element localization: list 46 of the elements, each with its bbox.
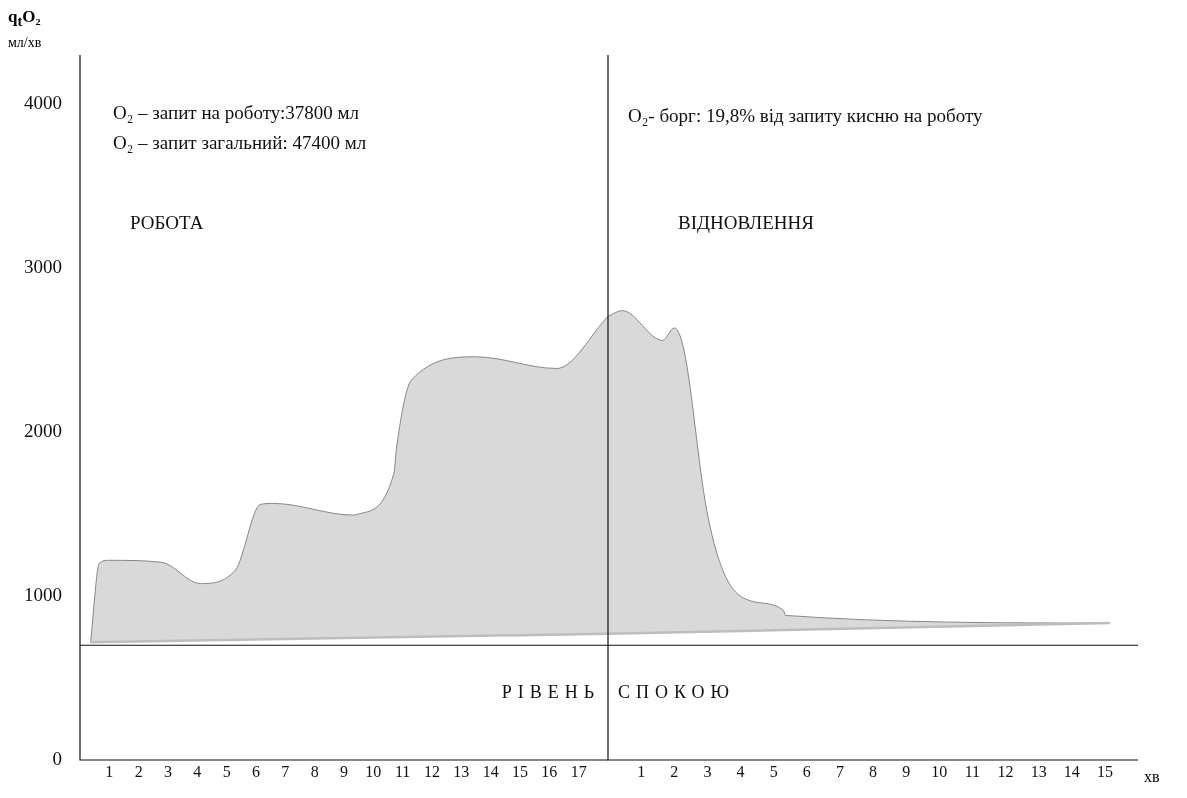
x-tick-label: 12 xyxy=(997,762,1014,780)
x-tick-label: 1 xyxy=(105,762,114,780)
x-tick-label: 17 xyxy=(570,762,587,780)
x-tick-label: 1 xyxy=(637,762,646,780)
annotation: O₂ – запит на роботу:37800 мл xyxy=(113,101,360,125)
x-tick-label: 8 xyxy=(869,762,877,780)
x-tick-label: 6 xyxy=(802,762,811,780)
annotation: ВІДНОВЛЕННЯ xyxy=(678,211,814,235)
x-tick-label: 6 xyxy=(252,762,260,780)
x-tick-label: 7 xyxy=(835,762,844,780)
x-tick-label: 14 xyxy=(1063,762,1080,780)
x-tick-label: 9 xyxy=(340,762,348,780)
x-tick-label: 16 xyxy=(541,762,558,780)
ref-line-label: РІВЕНЬ xyxy=(501,681,600,702)
x-tick-label: 3 xyxy=(164,762,172,780)
annotation: РОБОТА xyxy=(130,211,204,235)
x-tick-label: 4 xyxy=(193,762,202,780)
annotation: O₂- борг: 19,8% від запиту кисню на роботу xyxy=(628,104,983,128)
x-tick-label: 11 xyxy=(964,762,981,780)
x-tick-label: 15 xyxy=(512,762,528,780)
x-tick-label: 4 xyxy=(736,762,745,780)
x-tick-label: 15 xyxy=(1096,762,1113,780)
x-tick-label: 2 xyxy=(670,762,679,780)
y-tick-label: 0 xyxy=(52,747,62,769)
y-tick-label: 2000 xyxy=(24,420,62,442)
x-tick-label: 5 xyxy=(769,762,778,780)
ref-line-label: СПОКОЮ xyxy=(618,681,736,702)
x-tick-label: 10 xyxy=(931,762,948,780)
y-tick-label: 1000 xyxy=(24,584,62,606)
x-tick-label: 3 xyxy=(703,762,712,780)
x-tick-label: 8 xyxy=(310,762,319,780)
x-tick-label: 9 xyxy=(902,762,911,780)
y-tick-label: 3000 xyxy=(24,256,62,278)
x-tick-label: 13 xyxy=(453,762,470,780)
y-tick-label: 4000 xyxy=(24,92,62,114)
x-tick-label: 14 xyxy=(482,762,499,780)
x-tick-label: 12 xyxy=(424,762,440,780)
x-tick-label: 10 xyxy=(365,762,382,780)
x-tick-label: 13 xyxy=(1030,762,1047,780)
x-tick-label: 11 xyxy=(394,762,411,780)
x-tick-label: 7 xyxy=(281,762,290,780)
annotation: O₂ – запит загальний: 47400 мл xyxy=(113,131,367,155)
x-tick-label: 5 xyxy=(222,762,231,780)
x-axis-title: хв xyxy=(1144,768,1160,786)
y-axis-title: q$_{t}$O₂ мл/хв xyxy=(8,7,42,50)
x-tick-label: 2 xyxy=(134,762,143,780)
